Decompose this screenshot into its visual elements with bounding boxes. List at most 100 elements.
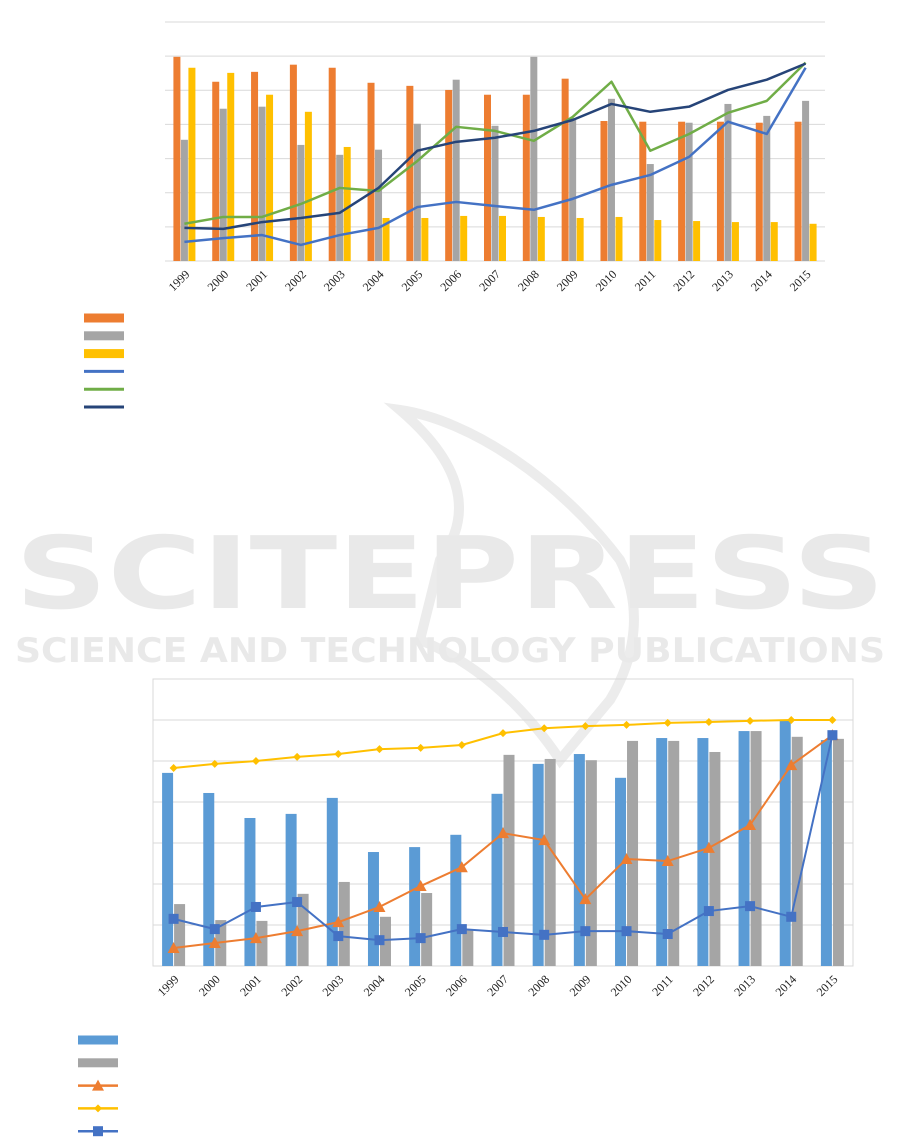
line [184, 62, 807, 231]
marker [251, 757, 260, 765]
marker [785, 759, 798, 771]
legend-marker [92, 1079, 104, 1091]
bar [585, 760, 597, 966]
x-tick-label: 2015 [787, 267, 814, 294]
marker [209, 924, 220, 935]
x-tick-label: 2001 [237, 972, 264, 999]
marker [208, 937, 221, 949]
bar [258, 106, 266, 261]
bar [832, 738, 844, 966]
marker [499, 729, 507, 738]
bar [462, 929, 474, 966]
x-tick-label: 2013 [709, 267, 736, 294]
bar [561, 78, 569, 261]
legend-swatch [84, 331, 124, 341]
marker [375, 745, 384, 754]
bar [343, 146, 351, 261]
marker [746, 716, 755, 725]
marker [334, 750, 343, 759]
bar [639, 121, 647, 261]
legend-swatch [84, 313, 124, 323]
bar [188, 67, 196, 261]
marker [704, 718, 713, 727]
bar [212, 81, 220, 261]
x-tick-label: 2009 [554, 267, 581, 294]
x-tick-label: 2002 [278, 972, 305, 999]
bar [266, 94, 274, 261]
bar [802, 100, 810, 262]
marker [703, 906, 714, 917]
bar [770, 222, 778, 261]
x-tick-label: 2000 [204, 267, 231, 294]
x-tick-label: 2003 [321, 267, 348, 294]
bar [367, 82, 375, 261]
marker [292, 897, 303, 908]
bar [779, 720, 791, 966]
marker [745, 901, 756, 912]
bar [809, 223, 817, 261]
bar [460, 215, 468, 261]
bar [484, 94, 491, 261]
marker [168, 913, 179, 924]
bar [530, 56, 538, 261]
bar [406, 85, 414, 262]
chart: 1999 2000 2001 2002 2003 2004 2005 2006 2007 2008… [84, 21, 825, 409]
x-tick-label: 2000 [196, 972, 223, 999]
bar [219, 108, 227, 261]
bar [421, 893, 433, 966]
bar [573, 754, 585, 966]
x-tick-label: 1999 [155, 972, 182, 999]
bar [413, 123, 421, 261]
bar [716, 121, 724, 261]
marker [291, 925, 304, 937]
marker [539, 929, 550, 940]
marker [415, 933, 426, 944]
marker [787, 716, 796, 724]
bar [820, 740, 832, 966]
marker [414, 880, 427, 892]
x-tick-label: 2012 [670, 267, 697, 294]
x-tick-label: 2008 [525, 972, 552, 999]
x-tick-label: 2008 [515, 267, 542, 294]
bar [709, 751, 721, 966]
bar [491, 793, 503, 966]
bar [445, 89, 453, 262]
bar [173, 56, 181, 261]
bar [162, 772, 174, 966]
x-tick-label: 2011 [632, 267, 659, 294]
marker [455, 861, 468, 873]
bar [738, 731, 750, 966]
x-tick-label: 2013 [731, 972, 758, 999]
bar [499, 215, 506, 261]
x-tick-label: 2002 [282, 267, 309, 294]
x-tick-label: 2001 [243, 267, 270, 294]
x-tick-label: 2014 [748, 267, 775, 294]
marker [249, 932, 262, 944]
marker [333, 931, 344, 942]
bar [693, 221, 701, 261]
marker [827, 730, 838, 741]
bar [755, 122, 763, 261]
bar [791, 736, 803, 966]
watermark: SCITEPRESS SCIENCE AND TECHNOLOGY PUBLIC… [15, 402, 885, 769]
bar [569, 117, 577, 261]
legend-swatch [78, 1035, 118, 1045]
bar [607, 98, 615, 261]
marker [702, 841, 715, 853]
x-tick-label: 2009 [567, 972, 594, 999]
marker [373, 900, 386, 912]
marker [663, 718, 672, 727]
bar [654, 220, 662, 261]
marker [828, 716, 837, 724]
watermark-logo [383, 402, 639, 769]
marker [456, 924, 467, 935]
marker [662, 929, 673, 940]
bar [338, 881, 350, 966]
bar [576, 217, 584, 261]
bar [244, 817, 256, 966]
x-tick-label: 2010 [593, 267, 620, 294]
bar [304, 111, 312, 261]
x-tick-label: 1999 [166, 267, 193, 294]
bar [421, 217, 429, 261]
